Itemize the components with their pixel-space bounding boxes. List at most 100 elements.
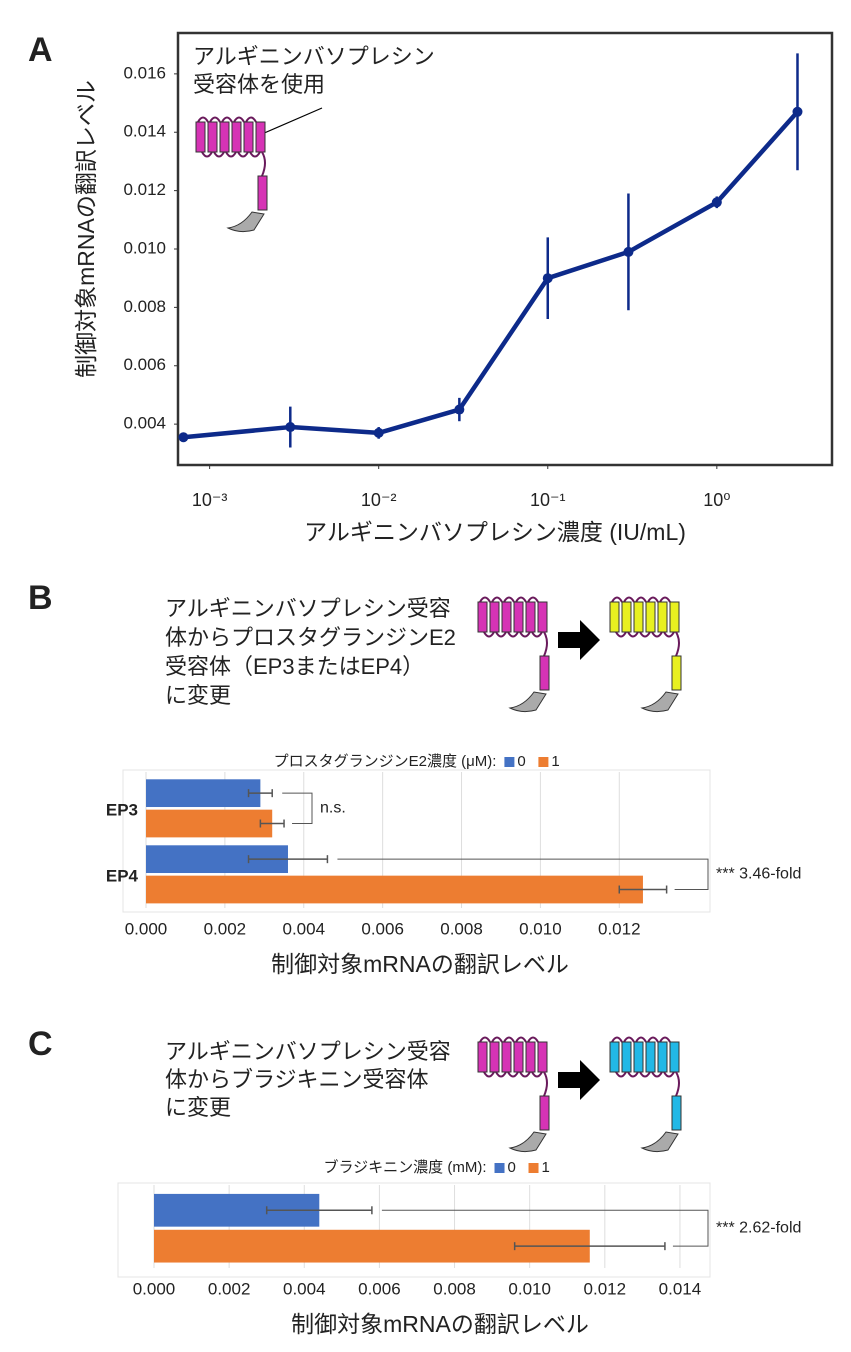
- g-protein: [226, 211, 265, 233]
- legend-title: プロスタグランジンE2濃度 (μM):: [274, 753, 497, 770]
- receptor-helix: [513, 601, 524, 633]
- receptor-helix: [621, 601, 632, 633]
- description: 体からブラジキニン受容体: [165, 1067, 429, 1092]
- x-tick-label: 10⁻²: [361, 490, 397, 510]
- receptor-helix: [633, 1041, 644, 1073]
- description: に変更: [165, 1095, 231, 1120]
- point: [178, 432, 189, 443]
- y-tick-label: 0.016: [123, 63, 166, 82]
- receptor-helix: [489, 601, 500, 633]
- receptor-loop: [635, 596, 647, 603]
- receptor-tail: [543, 1071, 548, 1097]
- receptor-loop: [201, 151, 213, 158]
- legend-swatch: [494, 1163, 505, 1173]
- receptor-loop: [483, 1071, 495, 1078]
- g-protein: [640, 1131, 679, 1153]
- receptor-loop: [503, 596, 515, 603]
- g-protein: [508, 691, 547, 713]
- receptor-icon: [609, 596, 682, 713]
- receptor-loop: [237, 151, 249, 158]
- receptor-loop: [623, 1036, 635, 1043]
- receptor-tail-helix: [539, 655, 550, 691]
- receptor-loop: [663, 631, 675, 638]
- receptor-helix: [231, 121, 242, 153]
- legend-label: 0: [517, 753, 525, 770]
- receptor-loop: [213, 151, 225, 158]
- legend-label: 0: [508, 1159, 516, 1176]
- receptor-tail: [543, 631, 548, 657]
- x-axis-label: 制御対象mRNAの翻訳レベル: [271, 951, 569, 977]
- receptor-loop: [615, 631, 627, 638]
- receptor-loop: [491, 596, 503, 603]
- receptor-helix: [669, 601, 680, 633]
- line: [183, 110, 800, 440]
- receptor-icon: [477, 596, 550, 713]
- y-axis-label: 制御対象mRNAの翻訳レベル: [73, 80, 99, 378]
- point: [542, 273, 553, 284]
- receptor-helix: [195, 121, 206, 153]
- receptor-helix: [219, 121, 230, 153]
- x-tick-label: 0.000: [133, 1279, 176, 1298]
- x-tick-label: 0.002: [204, 919, 247, 938]
- receptor-helix: [609, 601, 620, 633]
- receptor-loop: [531, 631, 543, 638]
- x-tick-label: 0.010: [508, 1279, 551, 1298]
- receptor-loop: [209, 116, 221, 123]
- chart-frame: [117, 1182, 711, 1278]
- receptor-helix: [621, 1041, 632, 1073]
- receptor-loop: [197, 116, 209, 123]
- x-tick-label: 0.012: [584, 1279, 627, 1298]
- receptor-loop: [639, 1071, 651, 1078]
- receptor-helix: [669, 1041, 680, 1073]
- receptor-loop: [627, 631, 639, 638]
- x-axis-label: アルギニンバソプレシン濃度 (IU/mL): [304, 519, 686, 545]
- receptor-loop: [491, 1036, 503, 1043]
- receptor-icon: [477, 1036, 550, 1153]
- x-tick-label: 0.002: [208, 1279, 251, 1298]
- receptor-loop: [479, 1036, 491, 1043]
- x-tick-label: 0.008: [440, 919, 483, 938]
- receptor-loop: [639, 631, 651, 638]
- receptor-helix: [501, 1041, 512, 1073]
- receptor-loop: [245, 116, 257, 123]
- significance-label: *** 2.62-fold: [716, 1219, 801, 1236]
- significance-bracket: [381, 1209, 709, 1247]
- y-tick-label: 0.010: [123, 238, 166, 257]
- receptor-tail: [261, 151, 266, 177]
- annotation: アルギニンバソプレシン: [193, 44, 435, 69]
- receptor-loop: [627, 1071, 639, 1078]
- y-tick-label: 0.006: [123, 355, 166, 374]
- receptor-loop: [483, 631, 495, 638]
- point: [285, 422, 296, 433]
- receptor-loop: [663, 1071, 675, 1078]
- receptor-loop: [249, 151, 261, 158]
- description: 受容体（EP3またはEP4）: [165, 654, 424, 679]
- receptor-helix: [525, 601, 536, 633]
- description: アルギニンバソプレシン受容: [165, 1039, 451, 1064]
- x-tick-label: 0.006: [358, 1279, 401, 1298]
- receptor-loop: [647, 1036, 659, 1043]
- point: [792, 106, 803, 117]
- x-tick-label: 10⁻³: [192, 490, 228, 510]
- significance-label: *** 3.46-fold: [716, 866, 801, 883]
- receptor-loop: [495, 631, 507, 638]
- y-tick-label: EP4: [106, 866, 139, 885]
- receptor-loop: [527, 1036, 539, 1043]
- annotation-leader: [261, 107, 323, 135]
- receptor-loop: [507, 631, 519, 638]
- receptor-loop: [527, 596, 539, 603]
- receptor-helix: [657, 601, 668, 633]
- receptor-loop: [531, 1071, 543, 1078]
- receptor-helix: [645, 601, 656, 633]
- significance-bracket: [282, 792, 313, 825]
- receptor-icon: [609, 1036, 682, 1153]
- point: [454, 404, 465, 415]
- receptor-helix: [525, 1041, 536, 1073]
- significance-label: n.s.: [320, 800, 346, 817]
- receptor-loop: [615, 1071, 627, 1078]
- receptor-helix: [645, 1041, 656, 1073]
- x-tick-label: 0.004: [282, 919, 325, 938]
- arrow: [558, 1060, 600, 1100]
- receptor-loop: [503, 1036, 515, 1043]
